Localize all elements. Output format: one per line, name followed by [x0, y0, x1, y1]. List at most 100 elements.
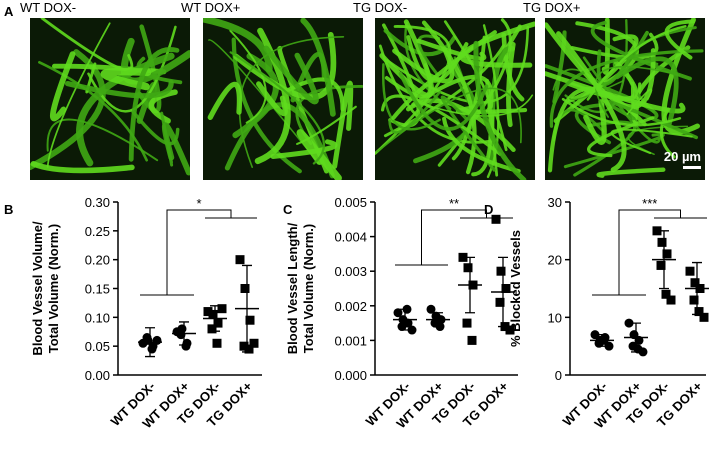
y-tick-label: 10 — [548, 310, 562, 325]
data-point — [426, 304, 436, 314]
data-point — [699, 312, 709, 322]
image-label: WT DOX- — [20, 0, 76, 15]
y-tick-label: 0.25 — [85, 224, 110, 239]
vessel — [398, 71, 489, 131]
y-tick-label: 0.05 — [85, 339, 110, 354]
y-axis-label: Blood Vessel Volume/ — [30, 221, 45, 356]
y-tick-label: 0.10 — [85, 310, 110, 325]
panel-label: D — [484, 202, 493, 217]
vessel — [416, 38, 487, 61]
vessel — [569, 79, 625, 101]
micrograph — [30, 18, 190, 180]
y-tick-label: 0.000 — [334, 368, 367, 383]
data-point — [152, 335, 162, 345]
data-point — [685, 266, 695, 276]
error-bar — [210, 305, 220, 332]
y-tick-label: 30 — [548, 195, 562, 210]
vessel — [440, 95, 496, 172]
vessel — [610, 128, 693, 155]
vessel — [229, 51, 325, 165]
vessel — [392, 48, 455, 84]
data-point — [463, 263, 473, 273]
image-label: WT DOX+ — [181, 0, 240, 15]
vessel — [570, 32, 659, 60]
data-point — [203, 307, 213, 317]
error-bar — [659, 230, 669, 290]
y-tick-label: 0 — [555, 368, 562, 383]
data-point — [240, 284, 250, 293]
panel-label: A — [4, 4, 14, 19]
data-point — [458, 252, 468, 262]
data-point — [181, 341, 191, 351]
vessel — [229, 29, 267, 124]
data-point — [638, 347, 648, 357]
vessel — [456, 105, 528, 115]
vessel — [556, 31, 627, 173]
y-tick-label: 0.001 — [334, 333, 367, 348]
error-bar — [242, 264, 252, 353]
vessel — [270, 139, 338, 159]
y-tick-label: 0.20 — [85, 253, 110, 268]
vessel — [300, 18, 336, 117]
data-point — [604, 341, 614, 351]
vessel — [208, 39, 320, 165]
micrograph — [545, 18, 705, 180]
micrograph — [203, 18, 363, 180]
micrograph — [375, 18, 535, 180]
vessel — [263, 45, 319, 105]
significance-label: * — [196, 196, 201, 211]
y-tick-label: 0.003 — [334, 264, 367, 279]
vessel — [594, 65, 681, 118]
image-label: TG DOX+ — [523, 0, 580, 15]
vessel — [391, 30, 497, 121]
vessel — [376, 87, 522, 153]
data-point — [249, 338, 259, 348]
error-bar — [498, 256, 508, 328]
vessel — [506, 41, 516, 128]
y-axis-label: Blood Vessel Length/ — [285, 222, 300, 354]
data-point — [467, 335, 477, 345]
significance-label: *** — [642, 196, 657, 211]
data-point — [496, 266, 506, 276]
data-point — [142, 333, 152, 343]
error-bar — [631, 322, 641, 353]
data-point — [208, 309, 218, 319]
data-point — [212, 338, 222, 348]
data-point — [652, 226, 662, 236]
data-point — [147, 344, 157, 354]
y-axis-label: Total Volume (Norm.) — [46, 224, 61, 354]
significance-label: ** — [449, 196, 459, 211]
error-bar — [179, 321, 189, 346]
error-bar — [145, 327, 155, 358]
y-tick-label: 20 — [548, 253, 562, 268]
error-bar — [400, 308, 410, 331]
scale-bar-label: 20 µm — [664, 149, 701, 164]
vessel — [203, 18, 273, 73]
data-point — [176, 330, 186, 340]
data-point — [244, 344, 254, 354]
vessel — [46, 22, 111, 168]
y-tick-label: 0.004 — [334, 230, 367, 245]
data-point — [495, 297, 505, 307]
panel-label: B — [4, 202, 13, 217]
y-tick-label: 0.005 — [334, 195, 367, 210]
data-point — [624, 318, 634, 328]
y-tick-label: 0.002 — [334, 299, 367, 314]
data-point — [235, 255, 245, 265]
vessel — [614, 56, 679, 128]
vessel — [604, 99, 698, 140]
vessel — [388, 90, 441, 134]
vessel — [545, 22, 656, 110]
image-label: TG DOX- — [353, 0, 407, 15]
data-point — [393, 308, 403, 318]
panel-label: C — [283, 202, 293, 217]
vessel — [381, 63, 441, 131]
data-point — [407, 325, 417, 335]
vessel — [473, 40, 527, 180]
vessel — [161, 122, 190, 176]
vessel — [128, 47, 180, 162]
data-point — [690, 278, 700, 288]
data-point — [694, 307, 704, 317]
vessel — [40, 18, 134, 72]
